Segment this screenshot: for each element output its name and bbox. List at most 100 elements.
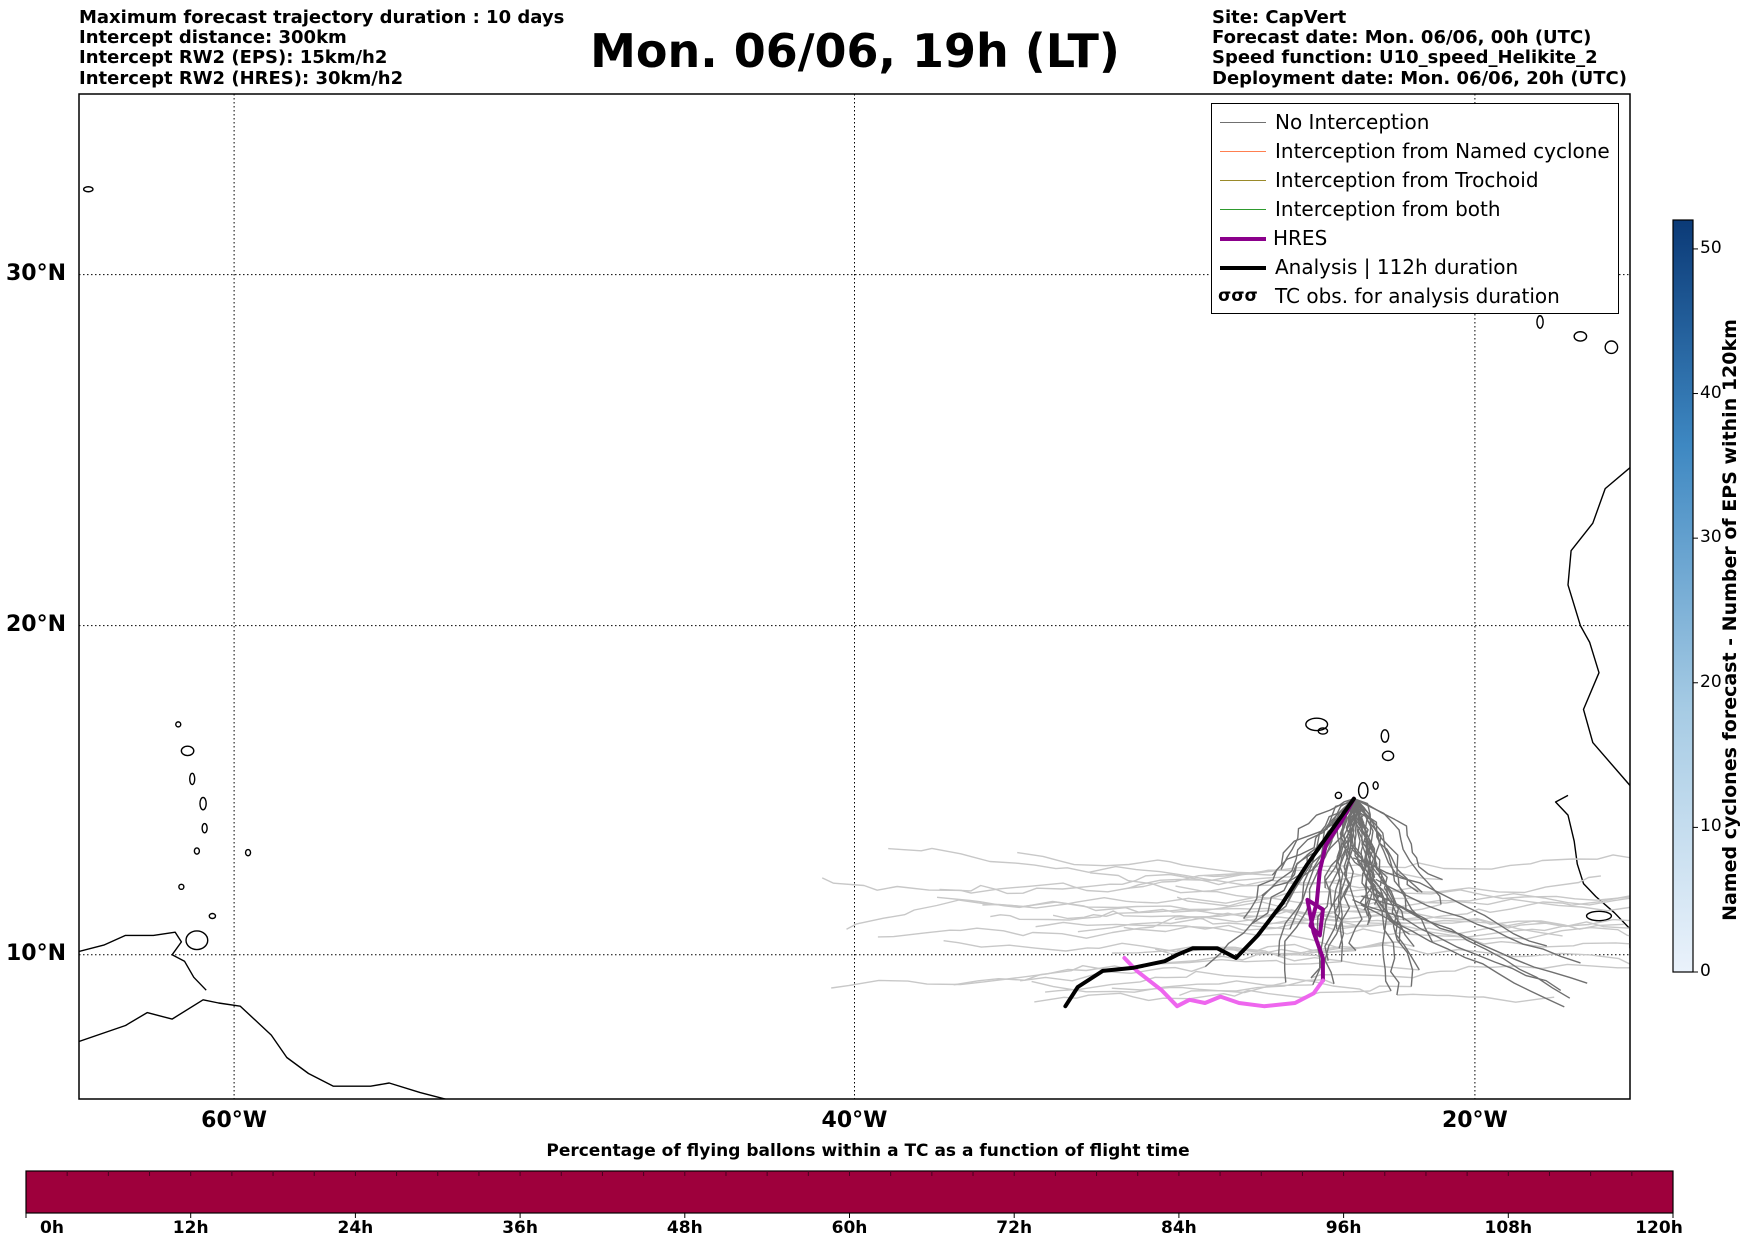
eps-trajectory-faded — [888, 847, 1375, 881]
eps-trajectory-no-interception — [1353, 798, 1376, 865]
hres-track — [1122, 796, 1356, 1009]
vertical-colorbar-tick-label: 40 — [1700, 382, 1722, 403]
horizontal-colorbar — [25, 1170, 1674, 1218]
header-info-line: Maximum forecast trajectory duration : 1… — [79, 7, 565, 28]
legend-item-named-cyclone: Interception from Named cyclone — [1212, 137, 1618, 166]
eps-trajectory-no-interception — [1271, 798, 1355, 876]
eps-trajectory-no-interception — [1353, 798, 1442, 905]
legend-label: Interception from both — [1275, 197, 1501, 221]
horizontal-colorbar-tick-label: 60h — [831, 1218, 868, 1238]
eps-trajectory-faded — [1396, 993, 1555, 1003]
legend-item-both: Interception from both — [1212, 195, 1618, 224]
island-martinique — [199, 796, 207, 811]
horizontal-colorbar-tick-label: 24h — [337, 1218, 374, 1238]
legend-swatch — [1220, 180, 1266, 181]
island-antigua — [175, 721, 182, 728]
eps-trajectory-no-interception — [1277, 798, 1355, 957]
header-info-line: Intercept RW2 (HRES): 30km/h2 — [79, 67, 404, 89]
vertical-colorbar-tick-label: 50 — [1700, 237, 1722, 258]
island-barbados — [244, 848, 252, 857]
island-bermuda-like — [82, 186, 94, 193]
eps-trajectory-faded — [1310, 963, 1630, 979]
island-santo-antao — [1305, 717, 1329, 732]
legend-item-hres: HRES — [1212, 224, 1618, 253]
vertical-colorbar-gradient — [1672, 219, 1694, 973]
eps-trajectory-no-interception — [1276, 798, 1355, 914]
eps-trajectories-faded — [821, 847, 1630, 1003]
eps-trajectory-no-interception — [1251, 798, 1355, 924]
eps-trajectory-faded — [1179, 979, 1335, 997]
legend-swatch — [1220, 122, 1266, 123]
eps-trajectory-faded — [1336, 919, 1563, 937]
island-tenerife — [1573, 331, 1588, 342]
eps-trajectory-faded — [1017, 851, 1282, 874]
eps-trajectory-faded — [1374, 893, 1630, 909]
eps-trajectory-no-interception — [1352, 898, 1562, 991]
eps-trajectory-no-interception — [1352, 857, 1547, 947]
map-frame — [78, 93, 1631, 1100]
eps-trajectory-faded — [1324, 887, 1630, 901]
coastlines — [79, 186, 1630, 1099]
eps-trajectory-no-interception — [1353, 798, 1420, 971]
eps-trajectory-no-interception — [1331, 798, 1357, 907]
eps-trajectory-faded — [1409, 926, 1630, 940]
island-guadeloupe — [180, 745, 195, 757]
header-info-line: Intercept RW2 (EPS): 15km/h2 — [79, 47, 388, 69]
header-info-left: Maximum forecast trajectory duration : 1… — [79, 7, 565, 89]
longitude-label: 60°W — [201, 1108, 268, 1133]
eps-trajectory-faded — [1361, 854, 1630, 870]
eps-trajectory-faded — [1031, 980, 1313, 993]
legend-item-no-interception: No Interception — [1212, 108, 1618, 137]
eps-trajectory-no-interception — [1360, 904, 1565, 1008]
horizontal-colorbar-title: Percentage of flying ballons within a TC… — [546, 1141, 1190, 1161]
header-info-line: Forecast date: Mon. 06/06, 00h (UTC) — [1212, 27, 1592, 49]
eps-trajectory-faded — [1034, 985, 1412, 1003]
header-info-line: Deployment date: Mon. 06/06, 20h (UTC) — [1212, 67, 1627, 89]
coastline-mauritania — [1567, 467, 1630, 786]
coastline-west-africa — [1554, 794, 1630, 949]
legend-label: Analysis | 112h duration — [1275, 255, 1519, 279]
island-fogo — [1334, 791, 1343, 800]
legend: No Interception Interception from Named … — [1211, 103, 1619, 314]
legend-swatch — [1220, 237, 1266, 241]
longitude-label: 20°W — [1441, 1108, 1508, 1133]
latitude-label: 10°N — [5, 940, 66, 966]
eps-trajectories-no-interception — [1204, 798, 1588, 1008]
eps-trajectory-faded — [1020, 965, 1206, 982]
legend-swatch — [1220, 209, 1266, 210]
legend-item-analysis: Analysis | 112h duration — [1212, 253, 1618, 282]
header-info-line: Speed function: U10_speed_Helikite_2 — [1212, 47, 1598, 69]
vertical-colorbar-tick-label: 10 — [1700, 816, 1722, 837]
legend-label: Interception from Named cyclone — [1275, 139, 1610, 163]
tc-symbol-icon: σσσ — [1218, 286, 1258, 306]
eps-trajectory-faded — [943, 940, 1356, 954]
eps-trajectory-no-interception — [1374, 893, 1588, 984]
eps-trajectory-faded — [936, 896, 1288, 913]
horizontal-colorbar-fill — [25, 1170, 1674, 1214]
horizontal-colorbar-tick-label: 36h — [502, 1218, 538, 1238]
legend-label: No Interception — [1275, 110, 1430, 134]
latitude-label: 30°N — [5, 260, 66, 286]
eps-trajectory-no-interception — [1353, 798, 1381, 905]
eps-trajectory-faded — [990, 910, 1290, 930]
legend-label: HRES — [1273, 226, 1328, 250]
eps-trajectory-faded — [1045, 970, 1392, 995]
eps-trajectory-no-interception — [1361, 895, 1571, 999]
eps-trajectory-no-interception — [1338, 798, 1355, 962]
horizontal-colorbar-tick-label: 48h — [666, 1218, 703, 1238]
island-sal — [1380, 729, 1390, 743]
hres-track-line — [1305, 796, 1356, 983]
legend-label: TC obs. for analysis duration — [1275, 284, 1560, 308]
island-santiago — [1357, 782, 1369, 799]
eps-trajectory-no-interception — [1342, 798, 1363, 868]
island-bijagos — [1585, 910, 1613, 922]
page-title: Mon. 06/06, 19h (LT) — [590, 24, 1120, 78]
horizontal-colorbar-tick-label: 12h — [172, 1218, 209, 1238]
header-info-line: Intercept distance: 300km — [79, 27, 347, 49]
island-tobago — [208, 912, 217, 920]
vertical-colorbar-tick-label: 0 — [1700, 961, 1711, 981]
island-trinidad — [185, 930, 209, 951]
island-sao-vicente — [1317, 727, 1329, 735]
island-la-palma — [1536, 315, 1544, 329]
